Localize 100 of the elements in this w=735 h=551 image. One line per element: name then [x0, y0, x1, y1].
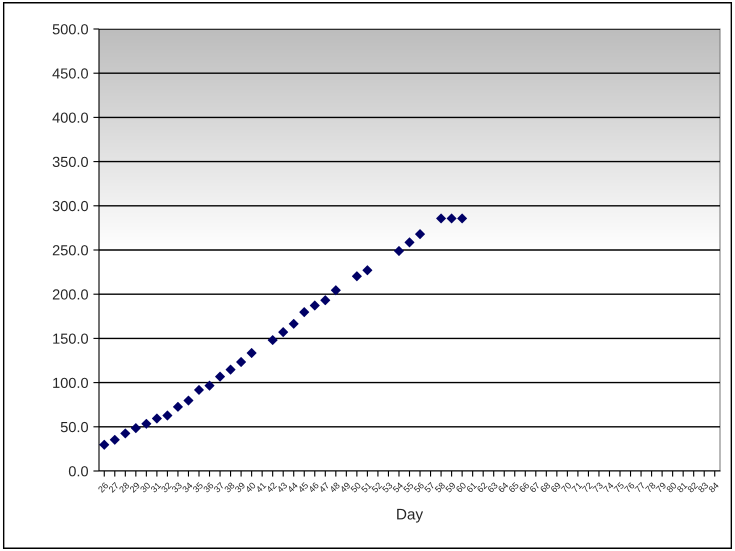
x-tick-label: 40 — [244, 482, 256, 494]
point — [330, 285, 341, 296]
x-tick-label: 60 — [456, 482, 467, 493]
x-tick-label: 44 — [287, 482, 298, 493]
x-tick-label: 59 — [444, 482, 456, 493]
x-tick-label: 73 — [592, 482, 604, 493]
x-tick-label: 32 — [160, 482, 172, 493]
x-tick-label: 41 — [255, 482, 266, 493]
point — [110, 434, 120, 445]
point — [320, 295, 330, 306]
point — [130, 423, 141, 434]
y-tick-label: 300.0 — [52, 200, 88, 212]
y-tick-label: 350.0 — [52, 156, 88, 168]
x-tick-label: 38 — [224, 482, 235, 493]
x-tick-label: 79 — [656, 482, 666, 493]
point — [310, 300, 320, 310]
point — [278, 327, 288, 338]
x-tick-label: 62 — [476, 482, 488, 493]
x-tick-label: 49 — [340, 482, 351, 494]
point — [204, 380, 214, 391]
x-tick-label: 28 — [118, 482, 130, 493]
x-tick-label: 66 — [518, 482, 530, 493]
x-tick-label: 65 — [508, 482, 520, 493]
point — [246, 348, 257, 358]
x-tick-label: 43 — [276, 482, 288, 494]
x-tick-label: 50 — [350, 482, 362, 493]
point — [152, 414, 162, 424]
point — [436, 213, 446, 224]
x-tick-label: 84 — [708, 482, 720, 493]
x-tick-label: 30 — [140, 482, 151, 493]
x-tick-label: 54 — [392, 482, 404, 493]
x-tick-label: 57 — [424, 482, 435, 493]
x-tick-label: 82 — [687, 482, 698, 493]
point — [268, 335, 278, 346]
y-tick-label: 0.0 — [68, 466, 88, 476]
x-tick-label: 80 — [666, 482, 678, 493]
x-tick-label: 55 — [402, 482, 414, 493]
y-tick-label: 100.0 — [53, 378, 88, 388]
point — [404, 237, 414, 248]
point — [184, 396, 194, 406]
x-tick-label: 67 — [529, 482, 540, 493]
x-tick-label: 53 — [382, 482, 393, 493]
x-tick-label: 47 — [318, 482, 330, 493]
point — [288, 318, 299, 329]
x-tick-label: 37 — [213, 482, 224, 493]
point — [194, 384, 204, 395]
y-tick-label: 400.0 — [52, 112, 88, 123]
x-tick-label: 71 — [571, 482, 582, 493]
x-tick-label: 26 — [98, 482, 109, 493]
x-tick-label: 81 — [676, 482, 688, 493]
point — [352, 271, 362, 282]
point — [394, 246, 404, 256]
x-tick-label: 48 — [329, 482, 340, 494]
x-tick-label: 51 — [360, 482, 372, 493]
x-tick-label: 61 — [466, 482, 478, 493]
x-tick-label: 64 — [498, 482, 509, 493]
x-tick-label: 72 — [582, 482, 593, 493]
x-tick-label: 35 — [192, 482, 204, 493]
point — [226, 364, 236, 375]
point — [236, 357, 246, 367]
point — [415, 229, 425, 240]
x-tick-label: 70 — [560, 482, 572, 493]
point — [120, 428, 130, 438]
point — [99, 440, 110, 450]
y-tick-label: 500.0 — [52, 24, 88, 34]
point — [446, 213, 457, 224]
x-tick-label: 27 — [108, 482, 120, 493]
x-tick-label: 45 — [298, 482, 309, 494]
y-tick-label: 450.0 — [52, 68, 88, 79]
x-tick-label: 42 — [266, 482, 277, 493]
x-tick-label: 76 — [624, 482, 635, 493]
x-tick-label: 33 — [171, 482, 182, 493]
x-tick-label: 68 — [540, 482, 551, 493]
x-tick-label: 77 — [634, 482, 646, 493]
point — [299, 307, 310, 318]
x-tick-label: 58 — [434, 482, 446, 493]
x-tick-label: 29 — [129, 482, 140, 493]
point — [457, 213, 468, 224]
point — [215, 372, 225, 382]
x-tick-label: 78 — [644, 482, 656, 493]
point — [141, 418, 152, 429]
y-tick-label: 150.0 — [53, 334, 88, 344]
y-tick-label: 200.0 — [52, 289, 88, 300]
y-tick-label: 250.0 — [52, 245, 88, 256]
x-tick-label: 56 — [413, 482, 424, 493]
x-axis-title: Day — [397, 508, 424, 523]
x-tick-label: 52 — [371, 482, 382, 493]
x-tick-label: 46 — [308, 482, 320, 494]
x-tick-label: 34 — [182, 482, 193, 493]
x-tick-label: 39 — [234, 482, 246, 493]
x-tick-label: 36 — [202, 482, 214, 493]
x-tick-label: 31 — [150, 482, 162, 493]
point — [172, 402, 183, 412]
x-tick-label: 75 — [613, 482, 624, 493]
x-tick-label: 69 — [550, 482, 562, 493]
x-tick-label: 74 — [602, 482, 614, 493]
x-tick-label: 83 — [698, 482, 709, 493]
point — [162, 410, 172, 420]
point — [362, 265, 372, 276]
y-tick-label: 50.0 — [60, 422, 88, 432]
